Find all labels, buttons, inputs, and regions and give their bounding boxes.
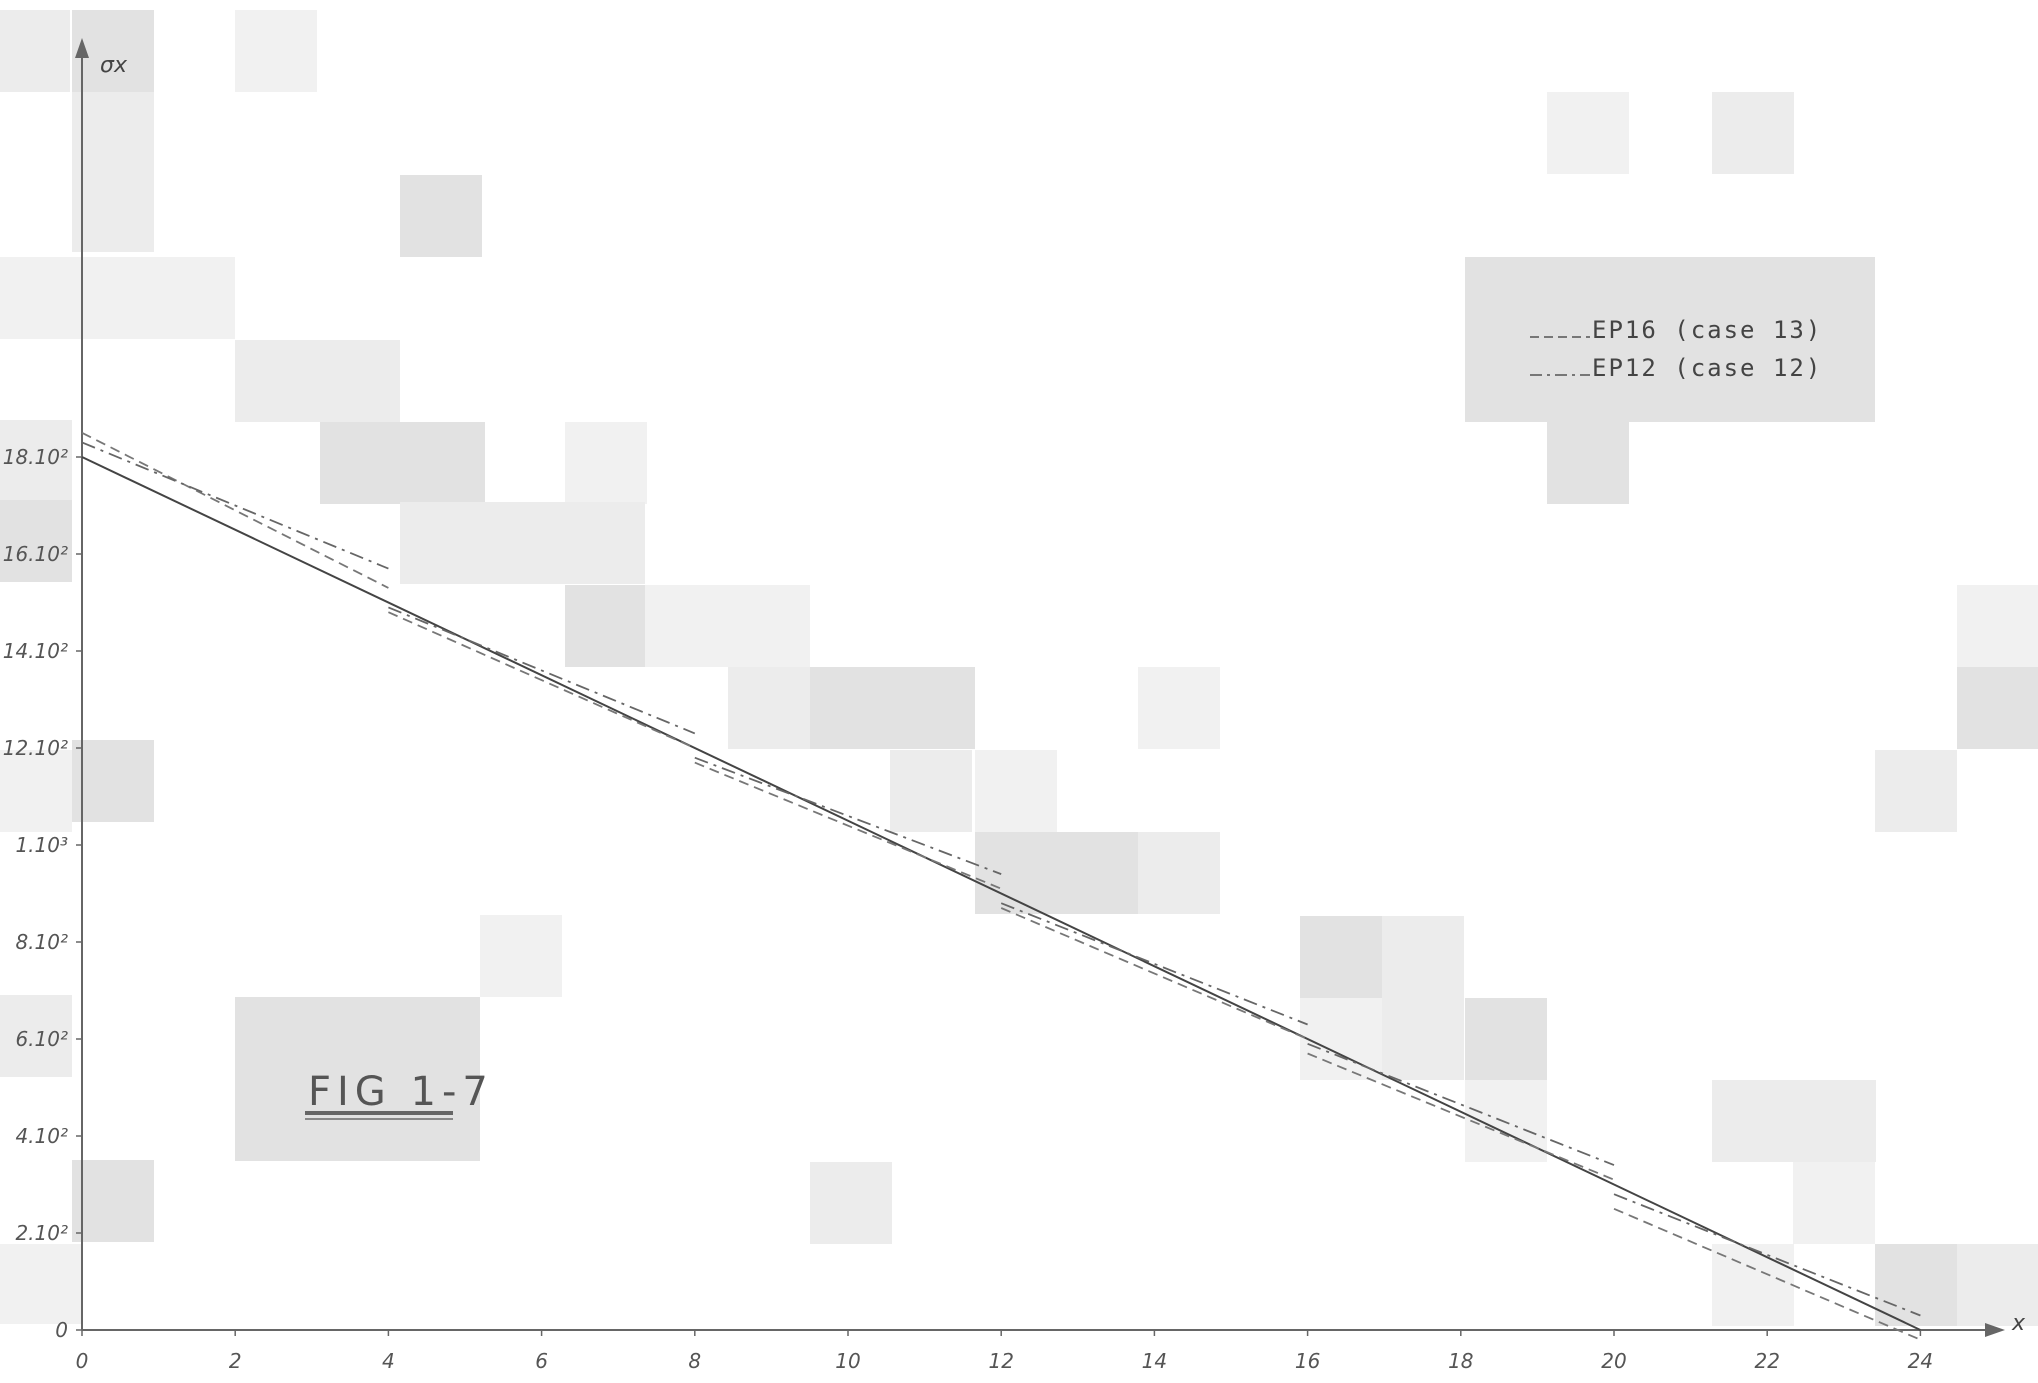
scan-block <box>1957 585 2038 667</box>
y-tick-label: 0 <box>55 1318 68 1342</box>
x-tick-label: 8 <box>688 1349 701 1373</box>
scan-block <box>1875 1244 1957 1326</box>
x-tick-label: 4 <box>382 1349 395 1373</box>
x-axis-label: x <box>2011 1311 2026 1336</box>
scan-block <box>1712 1244 1794 1326</box>
scan-block <box>810 667 975 749</box>
scan-block <box>565 422 647 504</box>
series-line-segment <box>388 606 696 735</box>
scan-block <box>235 10 317 92</box>
scan-block <box>400 175 482 257</box>
series-line-segment <box>1613 1207 1921 1341</box>
series-dashed <box>81 431 1921 1341</box>
series-line-segment <box>388 611 696 749</box>
y-tick-labels: 0 2.10² 4.10² 6.10² 8.10² 1.10³ 12.10² 14.10² 16… <box>3 445 82 1342</box>
scan-block <box>1138 832 1220 914</box>
series-lines <box>81 431 1921 1341</box>
scan-block <box>645 585 810 667</box>
axes: σx x <box>75 38 2026 1337</box>
y-axis-label: σx <box>100 53 128 78</box>
scan-block <box>1382 916 1464 998</box>
legend-label-ep12: EP12 (case 12) <box>1592 354 1822 382</box>
scan-block <box>1957 1244 2038 1326</box>
y-tick-label: 4.10² <box>15 1124 68 1148</box>
series-line-segment <box>1000 902 1308 1026</box>
scan-block <box>1547 422 1629 504</box>
scan-block <box>1465 257 1875 422</box>
x-tick-label: 10 <box>835 1349 860 1373</box>
x-tick-label: 14 <box>1142 1349 1167 1373</box>
series-line-segment <box>81 431 389 589</box>
scan-block <box>1793 1162 1875 1244</box>
legend: EP16 (case 13) EP12 (case 12) <box>1530 316 1822 382</box>
scan-block <box>890 750 972 832</box>
scan-block <box>0 500 72 582</box>
scan-block <box>400 502 645 584</box>
series-line-segment <box>81 456 1921 1331</box>
scan-block <box>1547 92 1629 174</box>
scan-block <box>0 257 235 339</box>
series-line-segment <box>694 761 1002 890</box>
y-tick-label: 1.10³ <box>15 833 68 857</box>
scan-block <box>72 740 154 822</box>
scan-block <box>0 995 72 1077</box>
scan-block <box>0 420 72 500</box>
y-tick-label: 18.10² <box>3 445 68 469</box>
series-line-segment <box>1000 907 1308 1040</box>
scan-block <box>320 422 485 504</box>
scan-block <box>1957 667 2038 749</box>
series-line-segment <box>81 441 389 570</box>
scan-block <box>1875 750 1957 832</box>
y-tick-label: 12.10² <box>3 736 68 760</box>
figure-label: FIG 1-7 <box>305 1069 494 1120</box>
scan-block <box>72 1160 154 1242</box>
scan-block <box>810 1162 892 1244</box>
x-axis-arrow <box>1985 1323 2005 1337</box>
scan-block <box>0 10 70 92</box>
y-tick-label: 8.10² <box>15 930 68 954</box>
y-axis-arrow <box>75 38 89 58</box>
x-tick-labels: 0 2 4 6 8 10 12 14 16 18 20 22 24 <box>76 1330 1933 1373</box>
x-tick-label: 16 <box>1295 1349 1320 1373</box>
scan-block <box>1712 1080 1876 1162</box>
x-tick-label: 0 <box>76 1349 89 1373</box>
x-tick-label: 24 <box>1908 1349 1933 1373</box>
series-line-segment <box>1613 1193 1921 1317</box>
scan-block <box>1382 998 1464 1080</box>
scan-block <box>0 750 72 832</box>
scan-background <box>0 10 2038 1326</box>
series-dash-dot <box>81 441 1921 1317</box>
y-tick-label: 16.10² <box>3 542 68 566</box>
y-tick-label: 2.10² <box>15 1221 68 1245</box>
scan-block <box>1712 92 1794 174</box>
x-tick-label: 6 <box>535 1349 548 1373</box>
scan-block <box>235 997 480 1161</box>
legend-label-ep16: EP16 (case 13) <box>1592 316 1822 344</box>
series-solid <box>81 456 1921 1331</box>
series-line-segment <box>1307 1042 1615 1166</box>
series-line-segment <box>1307 1052 1615 1181</box>
y-tick-label: 14.10² <box>3 639 68 663</box>
scan-block <box>1465 998 1547 1080</box>
x-tick-label: 20 <box>1601 1349 1626 1373</box>
y-tick-label: 6.10² <box>15 1027 68 1051</box>
scan-block <box>72 92 154 252</box>
x-tick-label: 2 <box>229 1349 242 1373</box>
x-tick-label: 18 <box>1448 1349 1473 1373</box>
scan-block <box>975 750 1057 832</box>
scan-block <box>1138 667 1220 749</box>
scan-block <box>480 915 562 997</box>
scan-block <box>235 340 400 422</box>
scan-block <box>0 1244 82 1324</box>
scan-block <box>1465 1080 1547 1162</box>
scan-block <box>728 667 810 749</box>
series-line-segment <box>694 756 1002 875</box>
x-tick-label: 12 <box>988 1349 1013 1373</box>
x-tick-label: 22 <box>1754 1349 1779 1373</box>
figure-label-text: FIG 1-7 <box>308 1069 494 1115</box>
